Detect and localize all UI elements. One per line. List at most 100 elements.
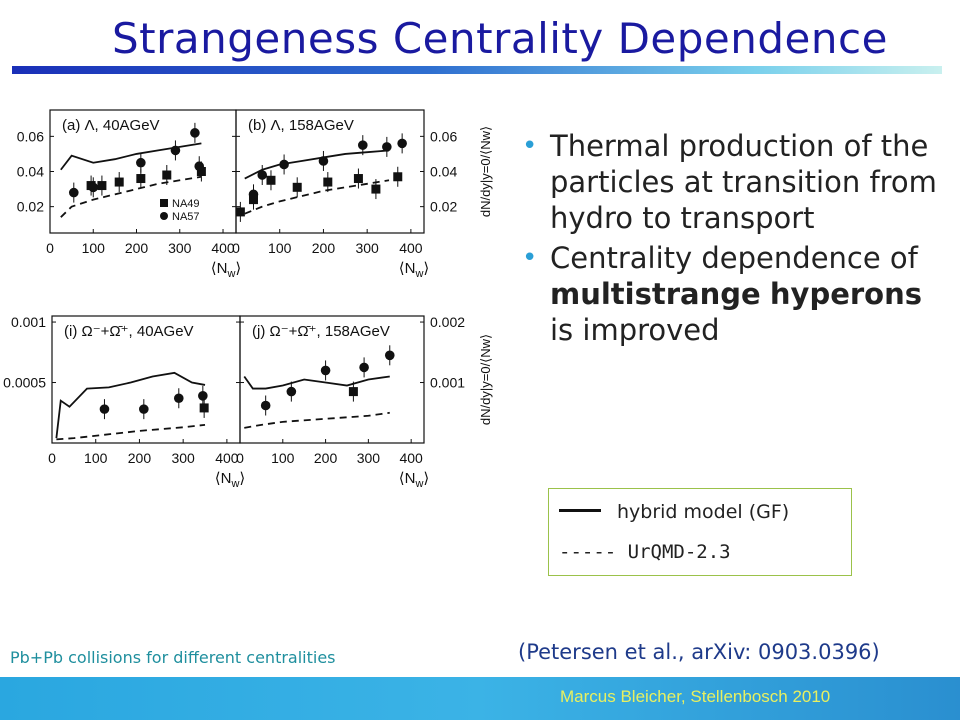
data-point-square bbox=[371, 184, 381, 194]
hybrid-curve bbox=[243, 375, 390, 390]
x-tick-label: 400 bbox=[211, 240, 235, 256]
y-tick-label: 0.06 bbox=[17, 128, 44, 144]
data-point-circle bbox=[384, 350, 395, 361]
x-tick-label: 200 bbox=[314, 450, 338, 466]
bullet-bold-word: hyperons bbox=[769, 277, 923, 311]
data-point-square bbox=[114, 177, 124, 187]
data-point-circle bbox=[397, 138, 407, 149]
y-tick-label: 0.02 bbox=[430, 199, 457, 215]
data-point-circle bbox=[257, 170, 268, 180]
data-point-circle bbox=[248, 189, 259, 200]
legend-entry: NA57 bbox=[172, 211, 200, 223]
y-tick-label: 0.001 bbox=[430, 375, 465, 391]
data-point-circle bbox=[190, 128, 200, 138]
data-point-circle bbox=[198, 391, 208, 401]
data-point-circle bbox=[194, 161, 205, 172]
y-tick-label: 0.0005 bbox=[3, 375, 46, 391]
data-point-square bbox=[199, 403, 209, 413]
x-tick-label: 300 bbox=[355, 240, 379, 256]
data-point-circle bbox=[260, 400, 271, 411]
hybrid-curve bbox=[60, 142, 202, 171]
data-point-square bbox=[266, 175, 276, 185]
bullet-text: Thermal production of the particles at t… bbox=[550, 129, 937, 235]
reference-citation: (Petersen et al., arXiv: 0903.0396) bbox=[518, 640, 880, 664]
x-tick-label: 0 bbox=[46, 240, 54, 256]
x-tick-label: 400 bbox=[399, 450, 423, 466]
data-point-circle bbox=[279, 159, 289, 170]
x-tick-label: 400 bbox=[215, 450, 239, 466]
y-tick-label: 0.04 bbox=[17, 164, 44, 180]
data-point-circle bbox=[173, 393, 184, 404]
bullet-item-thermal: Thermal production of the particles at t… bbox=[522, 128, 942, 236]
y-axis-label: dN/dy|y=0/⟨Nw⟩ bbox=[478, 334, 493, 425]
x-tick-label: 400 bbox=[399, 240, 423, 256]
data-point-circle bbox=[320, 365, 331, 376]
data-point-circle bbox=[382, 142, 392, 152]
data-point-circle bbox=[357, 140, 368, 150]
urqmd-curve bbox=[60, 175, 202, 218]
x-tick-label: 200 bbox=[312, 240, 336, 256]
solid-line-swatch bbox=[559, 509, 601, 512]
x-tick-label: 300 bbox=[357, 450, 381, 466]
legend-entry: NA49 bbox=[172, 198, 200, 210]
panel-label: (j) Ω⁻+Ω̄⁺, 158AGeV bbox=[252, 323, 390, 340]
x-tick-label: 300 bbox=[168, 240, 192, 256]
urqmd-curve bbox=[244, 411, 390, 429]
x-tick-label: 300 bbox=[171, 450, 195, 466]
bullet-bold-word: multistrange bbox=[550, 277, 761, 311]
footer-author: Marcus Bleicher, Stellenbosch 2010 bbox=[560, 687, 831, 706]
panel-label: (i) Ω⁻+Ω̄⁺, 40AGeV bbox=[64, 323, 194, 340]
data-point-circle bbox=[88, 182, 99, 193]
hybrid-curve bbox=[244, 149, 390, 180]
data-point-square bbox=[97, 181, 107, 191]
data-point-square bbox=[196, 167, 206, 176]
data-point-circle bbox=[170, 145, 181, 156]
legend-row-urqmd: ----- UrQMD-2.3 bbox=[559, 541, 731, 563]
x-axis-label-sub: w bbox=[230, 478, 239, 490]
panel-label: (a) Λ, 40AGeV bbox=[62, 117, 160, 134]
data-point-circle bbox=[286, 386, 297, 397]
x-tick-label: 100 bbox=[268, 240, 292, 256]
x-tick-label: 0 bbox=[48, 450, 56, 466]
y-tick-label: 0.02 bbox=[17, 199, 44, 215]
legend-circle-marker bbox=[160, 212, 168, 220]
bullet-list: Thermal production of the particles at t… bbox=[522, 128, 942, 352]
hybrid-curve bbox=[55, 371, 206, 439]
x-axis-label-close: ⟩ bbox=[423, 260, 429, 277]
data-point-circle bbox=[68, 187, 79, 198]
bullet-text-part: Centrality dependence of bbox=[550, 241, 918, 275]
urqmd-curve bbox=[56, 423, 206, 441]
x-axis-label: ⟨Nw⟩ bbox=[215, 470, 246, 490]
plot-frame bbox=[239, 315, 425, 444]
y-tick-label: 0.04 bbox=[430, 164, 457, 180]
x-tick-label: 200 bbox=[128, 450, 152, 466]
data-point-circle bbox=[139, 404, 149, 414]
x-axis-label: ⟨Nw⟩ bbox=[399, 470, 430, 490]
legend-row-hybrid: hybrid model (GF) bbox=[559, 501, 789, 523]
legend-square-marker bbox=[160, 199, 168, 207]
x-tick-label: 100 bbox=[271, 450, 295, 466]
data-point-square bbox=[136, 174, 146, 184]
x-tick-label: 200 bbox=[125, 240, 149, 256]
x-axis-label-sub: w bbox=[414, 478, 423, 490]
x-axis-label: ⟨Nw⟩ bbox=[399, 260, 430, 280]
urqmd-curve bbox=[244, 179, 390, 215]
y-tick-label: 0.06 bbox=[430, 128, 457, 144]
x-axis-label-close: ⟩ bbox=[423, 470, 429, 487]
x-tick-label: 100 bbox=[84, 450, 108, 466]
data-point-square bbox=[323, 177, 333, 187]
data-point-circle bbox=[99, 404, 110, 414]
y-tick-label: 0.002 bbox=[430, 314, 465, 330]
y-axis-label: dN/dy|y=0/⟨Nw⟩ bbox=[478, 126, 493, 217]
x-axis-label-sub: w bbox=[226, 268, 235, 280]
title-underline bbox=[12, 66, 942, 74]
y-tick-label: 0.001 bbox=[11, 314, 46, 330]
data-point-circle bbox=[136, 157, 146, 168]
x-axis-label-close: ⟩ bbox=[239, 470, 245, 487]
bullet-item-centrality: Centrality dependence of multistrange hy… bbox=[522, 240, 942, 348]
x-axis-label-sub: w bbox=[414, 268, 423, 280]
x-axis-label: ⟨Nw⟩ bbox=[211, 260, 242, 280]
data-point-square bbox=[393, 172, 403, 182]
data-point-square bbox=[162, 170, 172, 180]
